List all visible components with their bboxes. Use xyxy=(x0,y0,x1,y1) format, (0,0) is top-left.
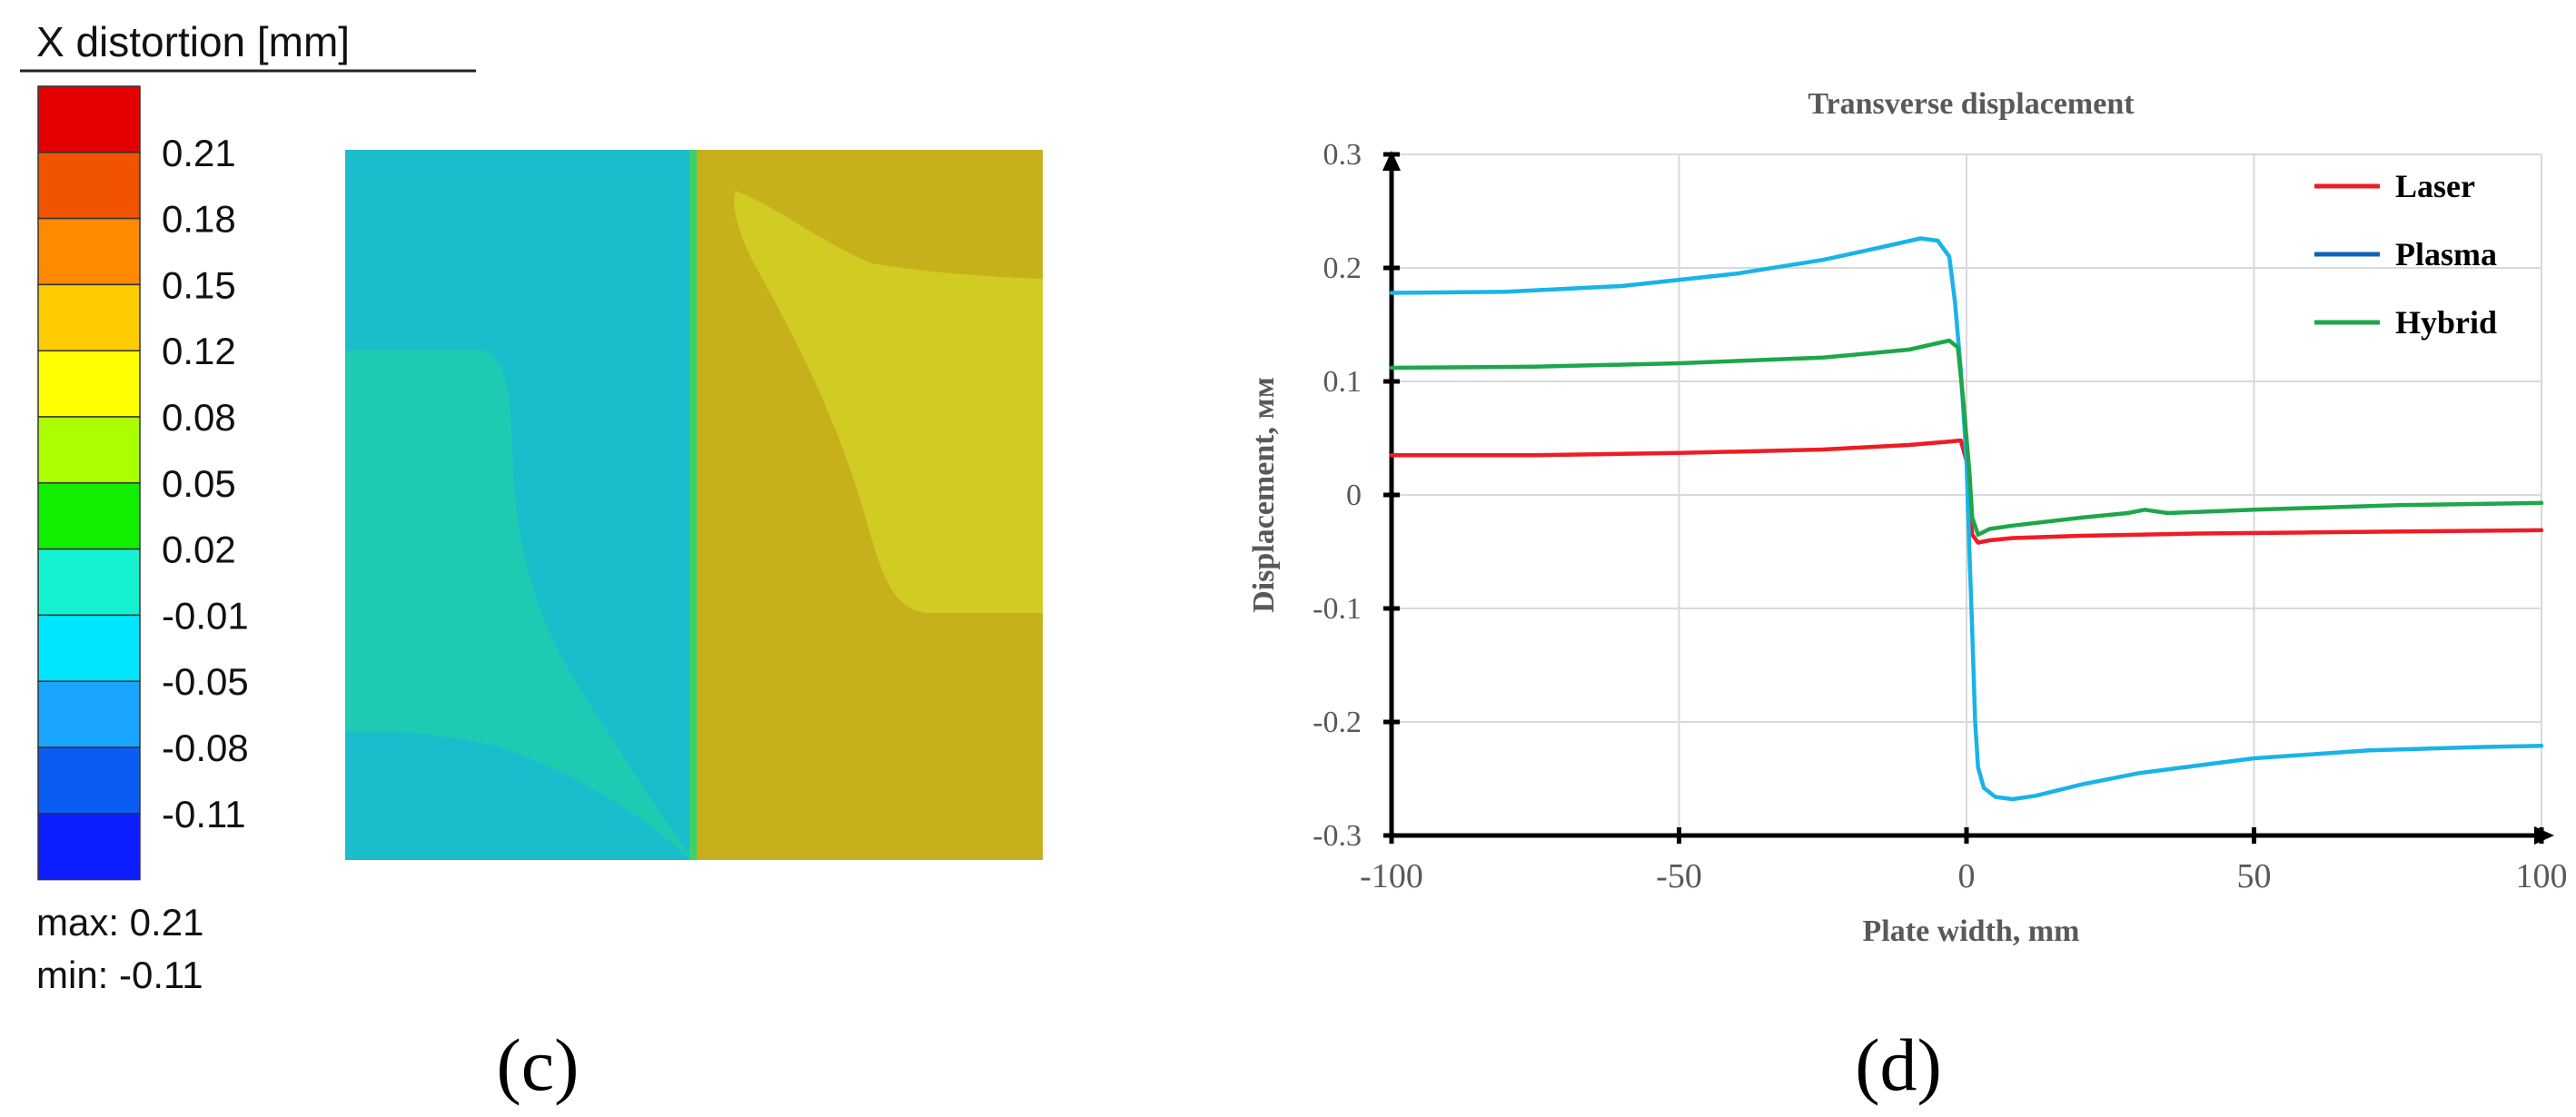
y-tick-labels: 0.3 0.2 0.1 0 -0.1 -0.2 -0.3 xyxy=(1313,138,1362,853)
colorbar-tick-label: -0.01 xyxy=(162,594,249,637)
x-tick-label: 0 xyxy=(1958,857,1976,895)
y-axis-label: Displacement, мм xyxy=(1247,377,1281,613)
colorbar-tick-label: -0.05 xyxy=(162,660,249,703)
x-tick-labels: -100 -50 0 50 100 xyxy=(1360,857,2567,895)
legend-label-hybrid: Hybrid xyxy=(2395,304,2497,341)
y-tick-label: 0.3 xyxy=(1323,138,1362,172)
y-tick-label: -0.3 xyxy=(1313,819,1362,853)
right-plate-lobe xyxy=(734,191,1043,613)
colorbar-tick-label: 0.21 xyxy=(162,132,236,174)
x-tick-label: -100 xyxy=(1360,857,1423,895)
colorbar-tick-label: 0.05 xyxy=(162,462,236,505)
panel-c-label: (c) xyxy=(496,1023,579,1106)
colorbar-tick-label: 0.18 xyxy=(162,198,236,241)
y-tick-label: 0 xyxy=(1346,479,1362,512)
y-axis-arrow xyxy=(1382,151,1401,171)
colorbar-band xyxy=(37,813,141,881)
contour-plot xyxy=(345,150,1043,860)
colorbar-tick-label: -0.11 xyxy=(162,793,246,835)
y-tick-label: -0.2 xyxy=(1313,706,1362,739)
colorbar-title: X distortion [mm] xyxy=(36,18,350,65)
colorbar-tick-label: 0.15 xyxy=(162,263,236,306)
y-tick-label: 0.2 xyxy=(1323,252,1362,285)
panel-d-label: (d) xyxy=(1855,1023,1942,1106)
series-line-laser xyxy=(1389,438,2544,545)
panel-d: Transverse displacement 0.3 0.2 0.1 0 -0.1 -0… xyxy=(1247,87,2568,1106)
series-line-hybrid xyxy=(1389,338,2544,538)
y-tick-label: -0.1 xyxy=(1313,592,1362,626)
colorbar-tick-label: 0.08 xyxy=(162,396,236,439)
colorbar-tick-labels: 0.21 0.18 0.15 0.12 0.08 0.05 0.02 -0.01 -0.05 -0… xyxy=(162,132,249,835)
left-plate-lobe xyxy=(345,350,692,860)
chart-axes xyxy=(1382,151,2554,845)
colorbar-band xyxy=(37,746,141,815)
colorbar-tick-label: 0.02 xyxy=(162,529,236,571)
colorbar-tick-label: -0.08 xyxy=(162,727,249,769)
x-axis-label: Plate width, mm xyxy=(1863,914,2080,948)
colorbar-band xyxy=(37,217,141,286)
colorbar-band xyxy=(37,548,141,617)
max-value-label: max: 0.21 xyxy=(36,901,203,944)
x-tick-label: 50 xyxy=(2237,857,2272,895)
panel-c: X distortion [mm] 0.210.180.150.120.080.… xyxy=(20,18,1043,1106)
colorbar-band xyxy=(37,152,141,220)
colorbar-tick-label: 0.12 xyxy=(162,330,236,372)
x-axis-arrow xyxy=(2534,826,2554,845)
x-tick-label: -50 xyxy=(1656,857,1702,895)
colorbar-band xyxy=(37,350,141,418)
weld-seam xyxy=(689,150,697,860)
colorbar-band xyxy=(37,283,141,351)
x-tick-label: 100 xyxy=(2516,857,2568,895)
legend-label-laser: Laser xyxy=(2395,168,2475,204)
series-line-plasma xyxy=(1389,236,2544,802)
colorbar-band xyxy=(37,614,141,682)
colorbar-band xyxy=(37,416,141,484)
colorbar-band xyxy=(37,482,141,550)
colorbar-band xyxy=(37,680,141,748)
min-value-label: min: -0.11 xyxy=(36,954,203,996)
legend-label-plasma: Plasma xyxy=(2395,236,2497,272)
chart-title: Transverse displacement xyxy=(1808,87,2135,121)
y-tick-label: 0.1 xyxy=(1323,365,1362,399)
colorbar-band xyxy=(37,85,141,153)
chart-legend: Laser Plasma Hybrid xyxy=(2314,168,2497,341)
colorbar xyxy=(37,85,141,881)
chart-series xyxy=(1389,236,2544,802)
